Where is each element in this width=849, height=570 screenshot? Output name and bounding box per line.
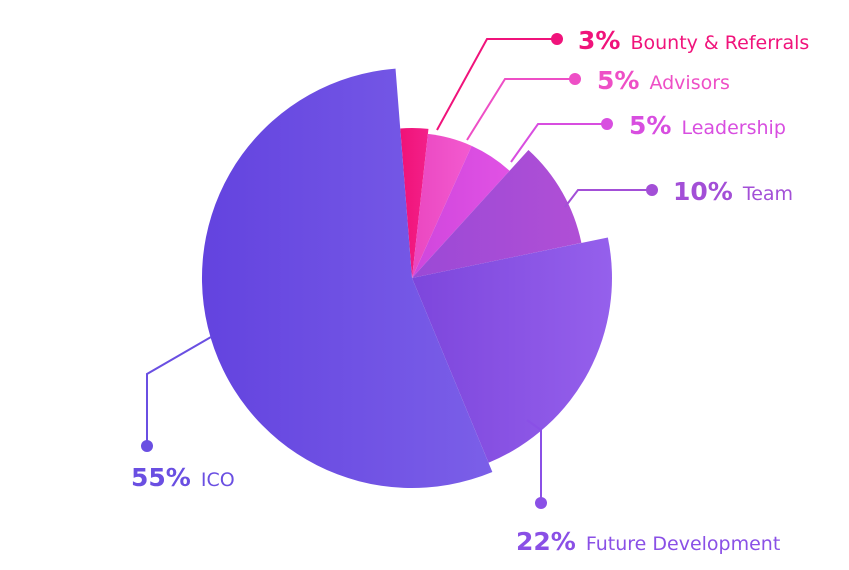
slice-name: Bounty & Referrals — [630, 32, 809, 54]
slice-percent: 5% — [597, 66, 639, 95]
slice-label: 10% Team — [673, 177, 793, 206]
slice-percent: 55% — [131, 463, 191, 492]
slice-percent: 10% — [673, 177, 733, 206]
leader-dot — [551, 33, 563, 45]
leader-line — [146, 336, 212, 445]
pie-slice-future-development — [412, 237, 612, 463]
slice-name: Team — [742, 183, 793, 205]
slice-label: 55% ICO — [131, 463, 235, 492]
slice-percent: 5% — [629, 111, 671, 140]
leader-dot — [569, 73, 581, 85]
slice-name: Leadership — [681, 117, 785, 139]
pie-slice-team — [412, 150, 582, 278]
slice-name: Future Development — [586, 533, 780, 555]
slice-label: 5% Leadership — [629, 111, 786, 140]
pie-slice-bounty-referrals — [400, 128, 429, 278]
slice-percent: 22% — [516, 527, 576, 556]
leader-line — [526, 419, 542, 502]
leader-dot — [141, 440, 153, 452]
slice-label: 3% Bounty & Referrals — [578, 26, 809, 55]
leader-line — [466, 78, 574, 141]
slice-percent: 3% — [578, 26, 620, 55]
slice-label: 22% Future Development — [516, 527, 780, 556]
pie-slice-advisors — [412, 133, 472, 278]
leader-line — [564, 189, 650, 208]
pie-slice-ico — [201, 68, 493, 489]
slice-name: ICO — [201, 469, 235, 491]
leader-dot — [601, 118, 613, 130]
leader-dot — [646, 184, 658, 196]
leader-dot — [535, 497, 547, 509]
slice-label: 5% Advisors — [597, 66, 730, 95]
slice-name: Advisors — [649, 72, 729, 94]
pie-slice-leadership — [412, 145, 510, 278]
leader-line — [510, 123, 606, 163]
leader-line — [436, 38, 556, 131]
